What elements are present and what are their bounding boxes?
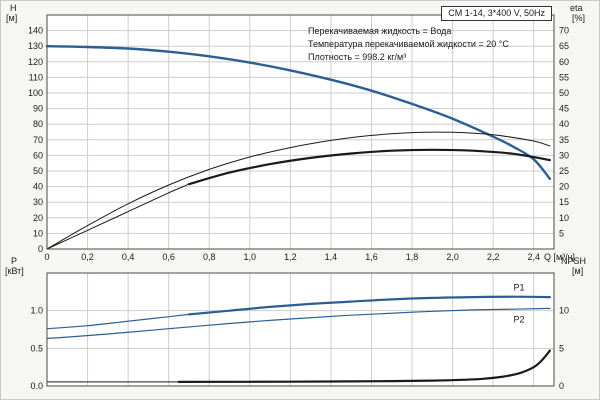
eta-axis-label: eta (570, 3, 583, 13)
svg-text:0.5: 0.5 (30, 343, 43, 353)
svg-text:40: 40 (559, 119, 569, 129)
svg-text:10: 10 (33, 228, 43, 238)
svg-text:5: 5 (559, 343, 564, 353)
svg-text:70: 70 (559, 26, 569, 36)
svg-text:30: 30 (33, 197, 43, 207)
svg-text:0: 0 (44, 252, 49, 262)
svg-text:0,4: 0,4 (122, 252, 135, 262)
svg-text:10: 10 (559, 213, 569, 223)
svg-text:100: 100 (28, 88, 43, 98)
info-line-density: Плотность = 998.2 кг/м³ (308, 52, 407, 62)
svg-text:65: 65 (559, 41, 569, 51)
svg-text:0,8: 0,8 (203, 252, 216, 262)
svg-text:90: 90 (33, 104, 43, 114)
svg-text:0,6: 0,6 (162, 252, 175, 262)
svg-text:35: 35 (559, 135, 569, 145)
svg-text:2,2: 2,2 (487, 252, 500, 262)
info-line-temperature: Температура перекачиваемой жидкости = 20… (308, 39, 509, 49)
p-axis-label: P (11, 256, 18, 266)
svg-text:80: 80 (33, 119, 43, 129)
svg-text:0: 0 (559, 381, 564, 391)
svg-text:5: 5 (559, 228, 564, 238)
svg-text:40: 40 (33, 182, 43, 192)
svg-text:1,0: 1,0 (244, 252, 257, 262)
svg-text:1,2: 1,2 (284, 252, 297, 262)
svg-text:70: 70 (33, 135, 43, 145)
svg-text:0: 0 (38, 244, 43, 254)
npsh-axis-unit: [м] (572, 266, 584, 276)
svg-text:20: 20 (33, 213, 43, 223)
svg-text:2,0: 2,0 (446, 252, 459, 262)
p-axis-unit: [кВт] (5, 266, 24, 276)
svg-text:2,4: 2,4 (527, 252, 540, 262)
h-axis-unit: [м] (6, 13, 18, 23)
svg-text:45: 45 (559, 104, 569, 114)
npsh-axis-label: NPSH (561, 256, 587, 266)
svg-text:120: 120 (28, 57, 43, 67)
svg-text:50: 50 (33, 166, 43, 176)
svg-text:50: 50 (559, 88, 569, 98)
info-line-liquid: Перекачиваемая жидкость = Вода (308, 26, 452, 36)
svg-text:140: 140 (28, 26, 43, 36)
svg-text:55: 55 (559, 72, 569, 82)
svg-text:P2: P2 (513, 315, 524, 325)
q-axis-label: Q [м³/ч] (544, 252, 575, 262)
svg-text:P1: P1 (513, 282, 524, 292)
svg-text:130: 130 (28, 41, 43, 51)
pump-model-title-box: CM 1-14, 3*400 V, 50Hz (441, 6, 552, 21)
svg-text:1,6: 1,6 (365, 252, 378, 262)
svg-text:30: 30 (559, 150, 569, 160)
svg-text:1.0: 1.0 (30, 306, 43, 316)
liquid-info-block: Перекачиваемая жидкость = Вода Температу… (308, 25, 509, 64)
svg-text:1,8: 1,8 (406, 252, 419, 262)
svg-text:60: 60 (559, 57, 569, 67)
svg-text:60: 60 (33, 150, 43, 160)
h-axis-label: H (10, 3, 17, 13)
svg-text:0,2: 0,2 (81, 252, 94, 262)
svg-text:25: 25 (559, 166, 569, 176)
svg-text:110: 110 (29, 72, 43, 82)
eta-axis-unit: [%] (572, 13, 586, 23)
svg-text:1,4: 1,4 (325, 252, 338, 262)
svg-text:15: 15 (559, 197, 569, 207)
svg-text:20: 20 (559, 182, 569, 192)
svg-text:10: 10 (559, 306, 569, 316)
svg-text:0.0: 0.0 (30, 381, 43, 391)
